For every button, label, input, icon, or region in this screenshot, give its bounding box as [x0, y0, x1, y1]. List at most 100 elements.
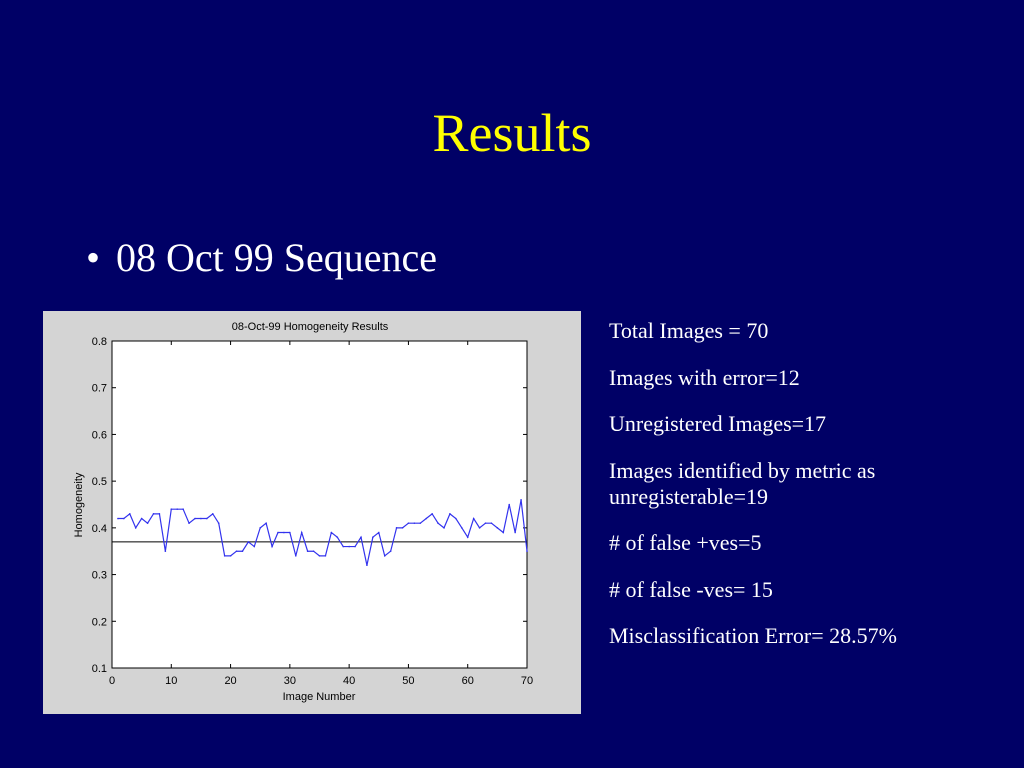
y-tick-label: 0.5 [92, 476, 107, 488]
data-point [401, 527, 404, 529]
data-point [294, 555, 297, 557]
bullet-item: • 08 Oct 99 Sequence [86, 234, 437, 281]
data-point [312, 550, 315, 553]
data-point [117, 517, 119, 520]
data-point [289, 531, 291, 534]
data-point [336, 536, 339, 538]
data-point [223, 555, 226, 557]
x-tick-label: 40 [343, 675, 355, 687]
data-point [425, 517, 428, 520]
chart-figure: 08-Oct-99 Homogeneity Results 0 10 20 30 40 5… [43, 311, 581, 714]
data-point [372, 536, 374, 538]
data-point [466, 536, 469, 538]
y-tick-label: 0.1 [92, 663, 107, 675]
data-point [194, 517, 196, 520]
data-point [140, 517, 143, 520]
stats-list: Total Images = 70 Images with error=12 U… [609, 318, 1009, 670]
data-point [146, 522, 149, 524]
data-point [235, 550, 238, 553]
x-tick-label: 30 [284, 675, 296, 687]
data-point [188, 522, 190, 524]
data-point [484, 522, 487, 524]
data-point [277, 531, 279, 534]
data-point [449, 513, 451, 515]
data-point [348, 545, 350, 548]
data-point [508, 503, 511, 506]
data-point [419, 522, 422, 524]
y-tick-label: 0.7 [92, 383, 107, 395]
data-point [318, 555, 321, 557]
data-point [443, 527, 445, 529]
data-point [211, 513, 214, 515]
data-point [354, 545, 356, 548]
data-point [330, 531, 333, 534]
y-axis-label: Homogeneity [73, 472, 85, 537]
data-point [520, 499, 522, 501]
data-point [128, 513, 131, 515]
data-point [271, 545, 273, 548]
data-point [389, 550, 392, 553]
stat-images-with-error: Images with error=12 [609, 364, 800, 390]
data-point [247, 541, 250, 543]
data-point [478, 527, 481, 529]
y-tick-label: 0.4 [92, 523, 107, 535]
data-point [200, 517, 202, 520]
data-point [300, 531, 303, 534]
data-point [496, 527, 499, 529]
stat-false-positives: # of false +ves=5 [609, 530, 762, 555]
data-point [259, 527, 262, 529]
data-point [377, 531, 380, 534]
x-axis-label: Image Number [283, 691, 356, 703]
data-point [217, 522, 220, 524]
data-point [241, 550, 244, 553]
data-point [265, 522, 267, 524]
data-point [206, 517, 208, 520]
y-tick-label: 0.3 [92, 570, 107, 582]
plot-area [111, 340, 528, 669]
stat-false-negatives: # of false -ves= 15 [609, 576, 773, 602]
data-point [306, 550, 309, 553]
data-point [455, 517, 457, 520]
chart-title: 08-Oct-99 Homogeneity Results [232, 321, 389, 333]
data-point [123, 517, 125, 520]
y-tick-label: 0.6 [92, 429, 107, 441]
data-point [152, 513, 155, 515]
slide-title: Results [432, 103, 592, 163]
x-tick-label: 10 [165, 675, 177, 687]
x-tick-label: 20 [224, 675, 236, 687]
data-point [253, 545, 256, 548]
data-point [170, 508, 173, 510]
data-point [526, 550, 528, 553]
data-point [164, 550, 167, 553]
data-point [407, 522, 410, 524]
data-point [431, 513, 433, 515]
chart-svg: 08-Oct-99 Homogeneity Results 0 10 20 30 40 5… [73, 321, 533, 703]
y-tick-label: 0.2 [92, 616, 107, 628]
bullet-dot-icon: • [86, 235, 101, 280]
data-point [283, 531, 285, 534]
series-line [117, 499, 528, 566]
data-point [134, 527, 137, 529]
data-point [229, 555, 232, 557]
data-point [182, 508, 184, 510]
data-point [360, 536, 362, 538]
data-point [514, 531, 516, 534]
data-point [158, 513, 161, 515]
data-point [324, 555, 327, 557]
stat-metric-unregisterable: Images identified by metric as unregiste… [609, 457, 876, 509]
stat-total-images: Total Images = 70 [609, 318, 769, 343]
x-tick-label: 50 [402, 675, 414, 687]
data-point [490, 522, 493, 524]
data-point [502, 531, 505, 534]
bullet-text: 08 Oct 99 Sequence [116, 235, 438, 280]
data-point [460, 527, 463, 529]
y-tick-label: 0.8 [92, 336, 107, 348]
stat-misclassification-error: Misclassification Error= 28.57% [609, 623, 897, 648]
x-tick-label: 60 [462, 675, 474, 687]
x-tick-label: 70 [521, 675, 533, 687]
data-point [413, 522, 416, 524]
data-point [383, 555, 386, 557]
x-tick-label: 0 [109, 675, 115, 687]
stat-unregistered-images: Unregistered Images=17 [609, 411, 827, 436]
data-point [395, 527, 398, 529]
